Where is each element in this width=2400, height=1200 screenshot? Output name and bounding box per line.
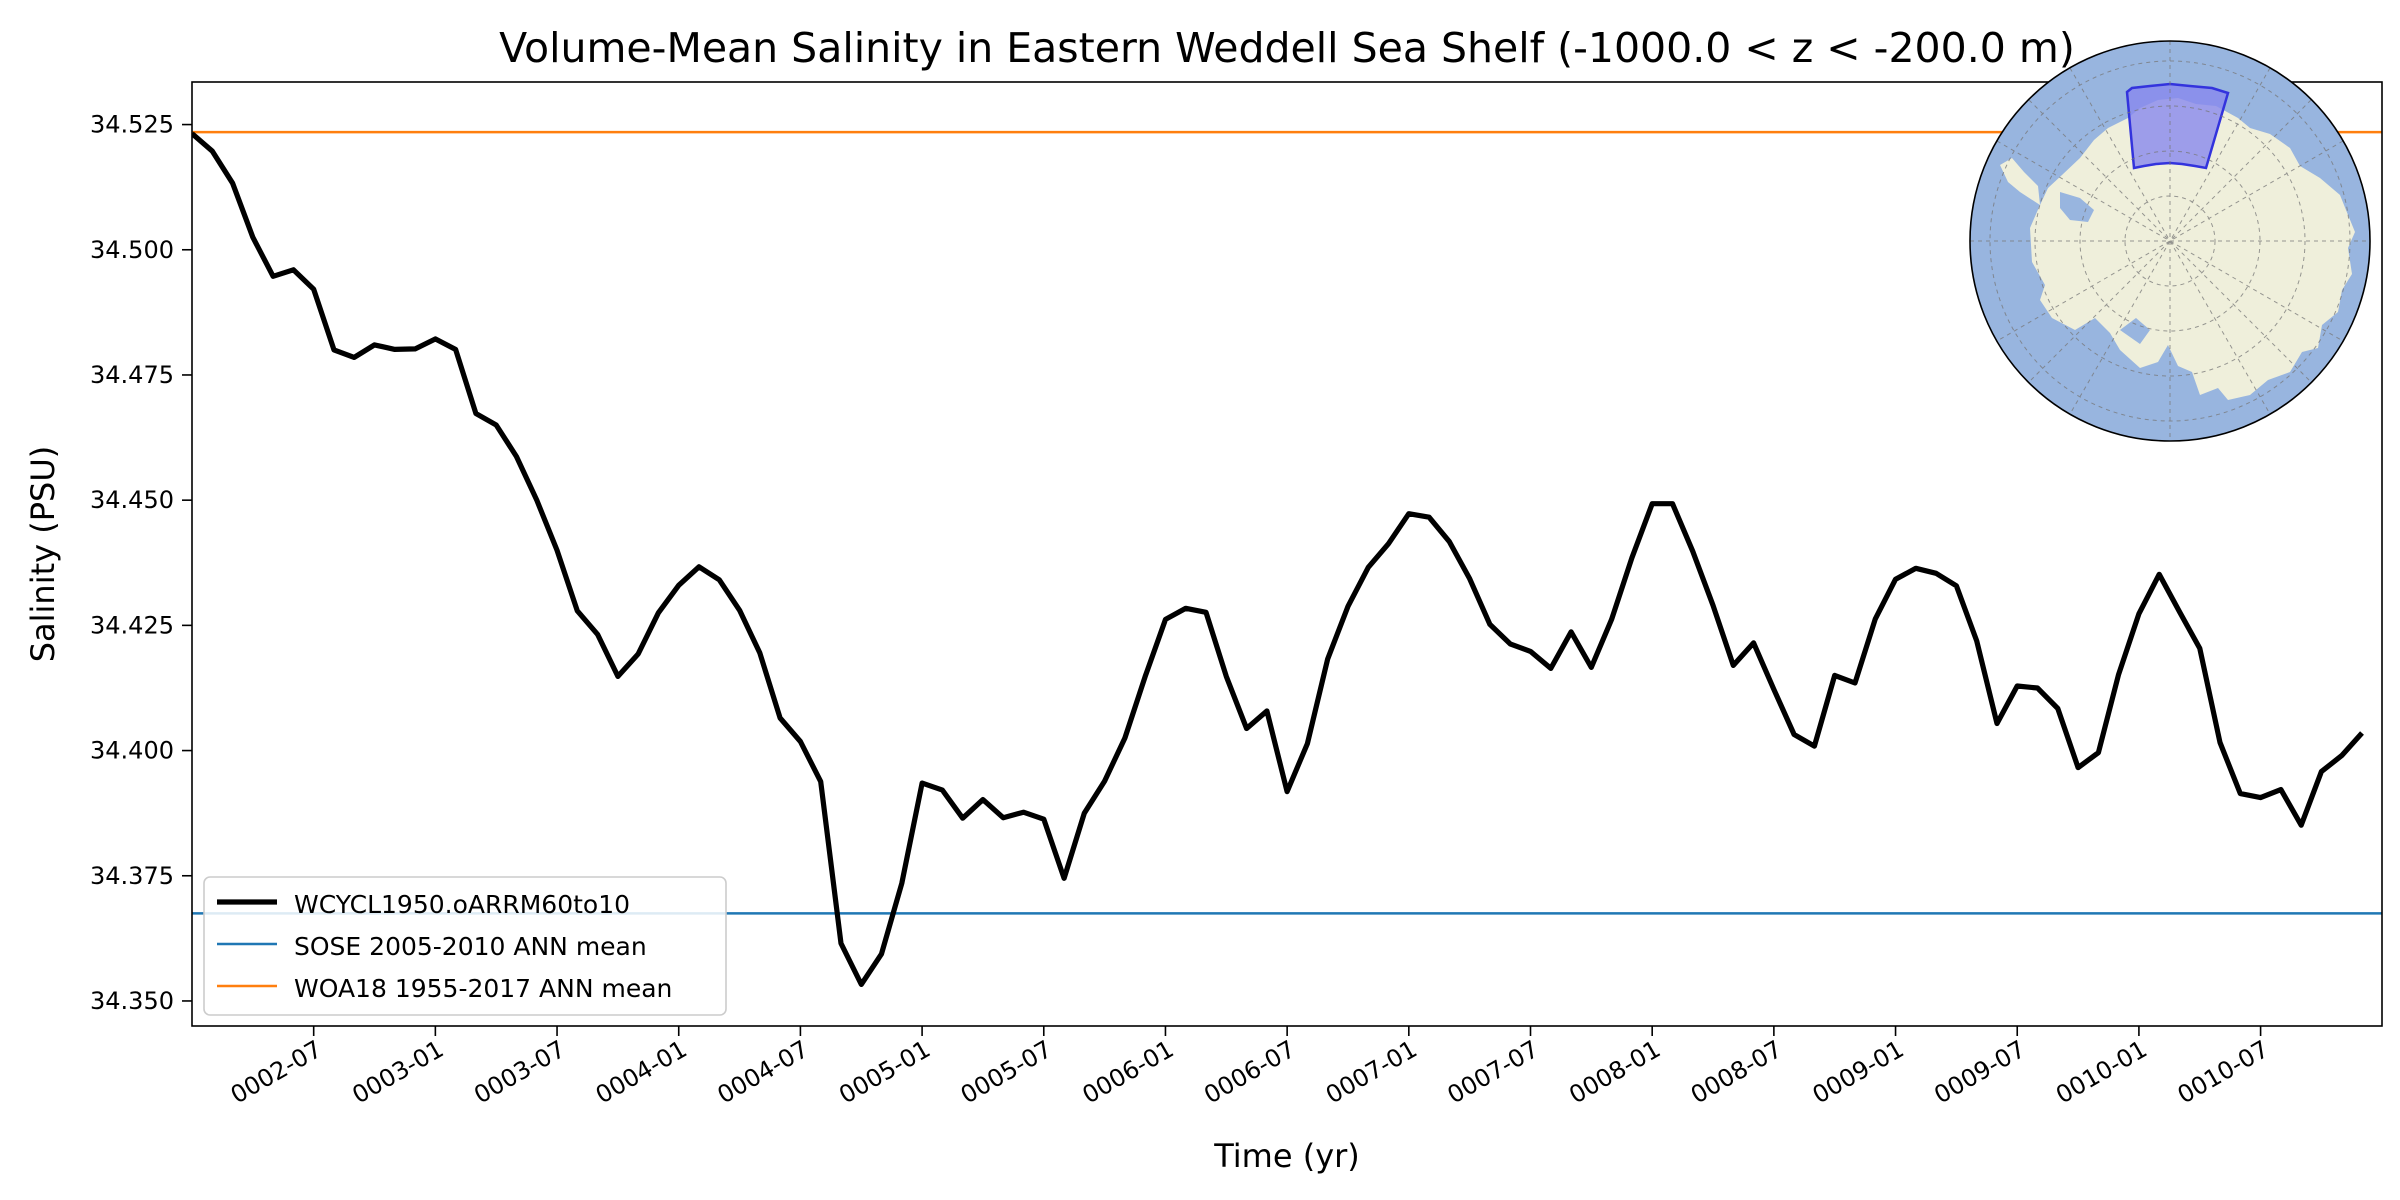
legend: WCYCL1950.oARRM60to10 SOSE 2005-2010 ANN… <box>203 876 727 1016</box>
x-tick-label: 0009-01 <box>1808 1035 1909 1109</box>
x-axis-label: Time (yr) <box>1213 1137 1360 1175</box>
y-tick-label: 34.425 <box>90 611 174 639</box>
y-tick-label: 34.350 <box>90 987 174 1015</box>
x-tick-label: 0003-01 <box>348 1035 449 1109</box>
y-tick-label: 34.500 <box>90 236 174 264</box>
x-tick-label: 0010-01 <box>2051 1035 2152 1109</box>
x-tick-label: 0006-07 <box>1199 1035 1300 1109</box>
y-tick-label: 34.475 <box>90 361 174 389</box>
model-salinity-line <box>192 131 2364 987</box>
legend-label-model: WCYCL1950.oARRM60to10 <box>294 890 630 919</box>
x-tick-label: 0006-01 <box>1078 1035 1179 1109</box>
x-tick-label: 0007-01 <box>1321 1035 1422 1109</box>
eastern-weddell-region <box>2125 82 2230 170</box>
y-axis: 34.350 34.375 34.400 34.425 34.450 34.475 34.5… <box>90 111 192 1015</box>
legend-box <box>203 876 727 1016</box>
x-tick-label: 0010-07 <box>2173 1035 2274 1109</box>
map-gridlines <box>1970 41 2370 441</box>
inset-region-map <box>1969 40 2371 442</box>
ice-shelf-patch <box>2060 192 2094 222</box>
ice-shelf-patch <box>2120 318 2150 344</box>
y-tick-label: 34.525 <box>90 111 174 139</box>
x-axis: 0002-07 0003-01 0003-07 0004-01 0004-07 0005-… <box>226 1026 2274 1109</box>
x-tick-label: 0004-07 <box>713 1035 814 1109</box>
x-tick-label: 0003-07 <box>469 1035 570 1109</box>
map-border <box>1969 40 2371 442</box>
antarctica-landmass <box>2030 98 2355 400</box>
x-tick-label: 0005-01 <box>834 1035 935 1109</box>
chart-title: Volume-Mean Salinity in Eastern Weddell … <box>499 24 2075 72</box>
x-tick-label: 0008-07 <box>1686 1035 1787 1109</box>
antarctic-peninsula <box>2000 158 2040 205</box>
y-tick-label: 34.450 <box>90 486 174 514</box>
legend-label-woa18: WOA18 1955-2017 ANN mean <box>294 974 672 1003</box>
x-tick-label: 0004-01 <box>591 1035 692 1109</box>
x-tick-label: 0007-07 <box>1443 1035 1544 1109</box>
x-tick-label: 0008-01 <box>1564 1035 1665 1109</box>
legend-label-sose: SOSE 2005-2010 ANN mean <box>294 932 647 961</box>
x-tick-label: 0002-07 <box>226 1035 327 1109</box>
y-tick-label: 34.375 <box>90 862 174 890</box>
y-axis-label: Salinity (PSU) <box>24 446 62 663</box>
x-tick-label: 0005-07 <box>956 1035 1057 1109</box>
y-tick-label: 34.400 <box>90 737 174 765</box>
x-tick-label: 0009-07 <box>1929 1035 2030 1109</box>
